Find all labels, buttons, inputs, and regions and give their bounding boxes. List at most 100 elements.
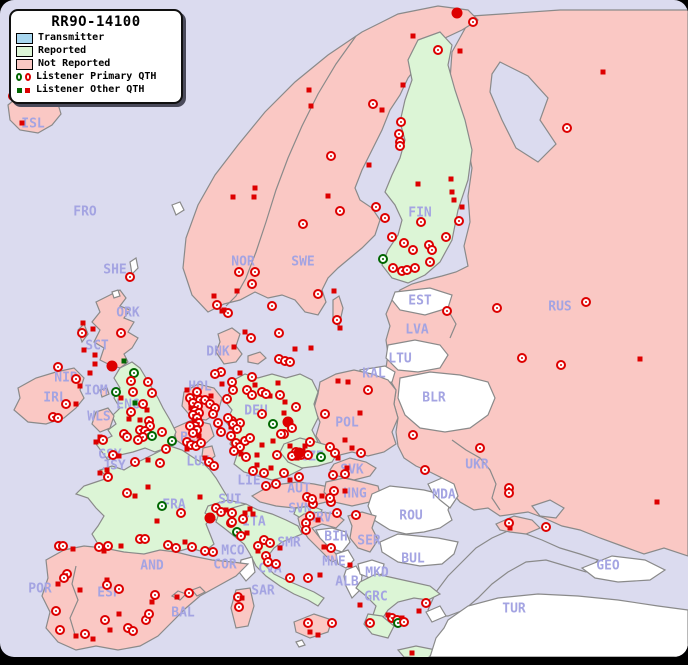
listener-other-qth-marker	[92, 352, 98, 358]
region-albania	[343, 565, 363, 600]
listener-primary-qth-marker	[475, 443, 485, 453]
listener-primary-qth-marker	[241, 452, 251, 462]
listener-primary-qth-marker	[128, 626, 138, 636]
region-shetland	[129, 257, 139, 276]
listener-primary-qth-marker	[356, 448, 366, 458]
listener-other-qth-marker	[449, 189, 455, 195]
listener-primary-qth-marker	[368, 99, 378, 109]
listener-primary-qth-marker	[371, 202, 381, 212]
legend-item-transmitter: Transmitter	[16, 32, 176, 44]
listener-primary-qth-marker	[122, 432, 132, 442]
listener-primary-qth-marker	[340, 469, 350, 479]
listener-other-qth-marker	[400, 82, 406, 88]
listener-other-qth-marker	[325, 193, 331, 199]
listener-primary-qth-marker	[228, 385, 238, 395]
listener-other-qth-marker	[242, 510, 248, 516]
listener-other-qth-marker	[275, 380, 281, 386]
listener-primary-qth-marker	[305, 437, 315, 447]
listener-other-qth-marker	[118, 543, 124, 549]
listener-primary-qth-marker	[271, 479, 281, 489]
listener-primary-qth-marker	[294, 472, 304, 482]
listener-primary-qth-marker	[238, 514, 248, 524]
legend-item-label: Reported	[38, 45, 87, 56]
listener-primary-qth-marker	[209, 461, 219, 471]
region-denmark	[215, 327, 243, 365]
listener-primary-qth-marker	[261, 389, 271, 399]
region-italy	[215, 503, 325, 607]
region-black-sea	[427, 529, 600, 617]
listener-primary-qth-marker	[433, 45, 443, 55]
listener-other-qth-marker	[255, 548, 261, 554]
por-esp-border	[69, 565, 79, 639]
listener-primary-qth-marker	[103, 541, 113, 551]
listener-other-qth-marker	[409, 650, 415, 656]
listener-primary-qth-marker	[126, 407, 136, 417]
listener-primary-qth-marker	[327, 618, 337, 628]
listener-other-qth-marker	[182, 539, 188, 545]
listener-primary-qth-marker	[332, 508, 342, 518]
legend-item-reported: Reported	[16, 45, 176, 57]
region-malta	[295, 639, 306, 648]
legend-glyph	[16, 73, 22, 81]
listener-primary-qth-marker-reporting	[316, 452, 326, 462]
region-faroe	[171, 201, 185, 216]
region-white-sea	[489, 61, 557, 163]
listener-cluster-marker	[204, 512, 216, 524]
listener-primary-qth-marker	[442, 306, 452, 316]
listener-cluster-marker	[282, 416, 294, 428]
listener-other-qth-marker	[87, 370, 93, 376]
listener-primary-qth-marker	[187, 542, 197, 552]
listener-other-qth-marker	[126, 416, 132, 422]
listener-other-qth-marker	[137, 417, 143, 423]
listener-other-qth-marker	[223, 507, 229, 513]
listener-primary-qth-marker-reporting	[268, 419, 278, 429]
listener-other-qth-marker	[357, 410, 363, 416]
listener-other-qth-marker	[211, 293, 217, 299]
listener-other-qth-marker	[73, 401, 79, 407]
listener-other-qth-marker	[107, 627, 113, 633]
listener-other-qth-marker	[344, 465, 350, 471]
rus-ukr-border	[451, 439, 501, 511]
listener-primary-qth-marker-reporting	[111, 387, 121, 397]
listener-other-qth-marker	[144, 407, 150, 413]
listener-other-qth-marker	[219, 381, 225, 387]
listener-primary-qth-marker	[140, 534, 150, 544]
listener-primary-qth-marker	[301, 525, 311, 535]
listener-primary-qth-marker	[234, 267, 244, 277]
listener-other-qth-marker	[244, 530, 250, 536]
listener-primary-qth-marker	[59, 573, 69, 583]
region-turkey-nw	[425, 605, 447, 623]
listener-other-qth-marker	[231, 344, 237, 350]
listener-primary-qth-marker	[103, 472, 113, 482]
listener-primary-qth-marker	[234, 602, 244, 612]
listener-primary-qth-marker	[325, 493, 335, 503]
listener-primary-qth-marker	[541, 522, 551, 532]
listener-other-qth-marker	[315, 632, 321, 638]
listener-primary-qth-marker-reporting	[378, 254, 388, 264]
legend-item-listener-primary-qth: Listener Primary QTH	[16, 71, 176, 83]
listener-primary-qth-marker	[325, 442, 335, 452]
listener-primary-qth-marker	[387, 232, 397, 242]
listener-primary-qth-marker	[285, 573, 295, 583]
listener-primary-qth-marker	[53, 413, 63, 423]
listener-primary-qth-marker	[421, 598, 431, 608]
listener-other-qth-marker	[277, 545, 283, 551]
listener-primary-qth-marker	[326, 151, 336, 161]
listener-other-qth-marker	[347, 562, 353, 568]
listener-primary-qth-marker	[114, 584, 124, 594]
listener-other-qth-marker	[208, 393, 214, 399]
legend-primary-qth-glyphs	[16, 73, 31, 81]
listener-primary-qth-marker	[222, 394, 232, 404]
listener-primary-qth-marker	[303, 573, 313, 583]
listener-primary-qth-marker	[171, 543, 181, 553]
listener-primary-qth-marker	[285, 357, 295, 367]
listener-other-qth-marker	[97, 470, 103, 476]
region-moldova	[427, 477, 459, 509]
listener-other-qth-marker	[184, 446, 190, 452]
listener-primary-qth-marker	[208, 409, 218, 419]
listener-primary-qth-marker-reporting	[147, 431, 157, 441]
listener-other-qth-marker	[92, 361, 98, 367]
listener-primary-qth-marker	[116, 328, 126, 338]
listener-other-qth-marker	[268, 465, 274, 471]
